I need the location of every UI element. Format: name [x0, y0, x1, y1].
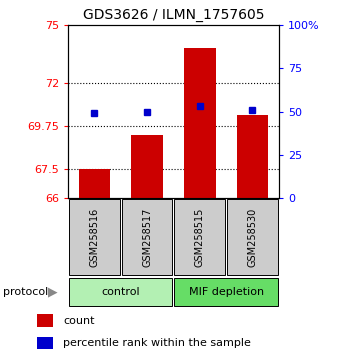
- Bar: [69, 199, 120, 275]
- Text: GSM258530: GSM258530: [248, 207, 257, 267]
- Bar: [184, 48, 216, 198]
- Bar: [37, 337, 53, 349]
- Bar: [174, 199, 225, 275]
- Text: protocol: protocol: [3, 287, 49, 297]
- Text: GSM258517: GSM258517: [142, 207, 152, 267]
- Text: percentile rank within the sample: percentile rank within the sample: [63, 338, 251, 348]
- Bar: [174, 278, 278, 306]
- Bar: [237, 115, 268, 198]
- Bar: [122, 199, 172, 275]
- Bar: [131, 135, 163, 198]
- Bar: [227, 199, 278, 275]
- Text: count: count: [63, 316, 95, 326]
- Text: ▶: ▶: [48, 286, 57, 298]
- Bar: [69, 278, 172, 306]
- Title: GDS3626 / ILMN_1757605: GDS3626 / ILMN_1757605: [83, 8, 264, 22]
- Bar: [37, 314, 53, 327]
- Text: control: control: [101, 287, 140, 297]
- Text: MIF depletion: MIF depletion: [189, 287, 264, 297]
- Text: GSM258515: GSM258515: [195, 207, 205, 267]
- Text: GSM258516: GSM258516: [89, 207, 99, 267]
- Bar: [79, 169, 110, 198]
